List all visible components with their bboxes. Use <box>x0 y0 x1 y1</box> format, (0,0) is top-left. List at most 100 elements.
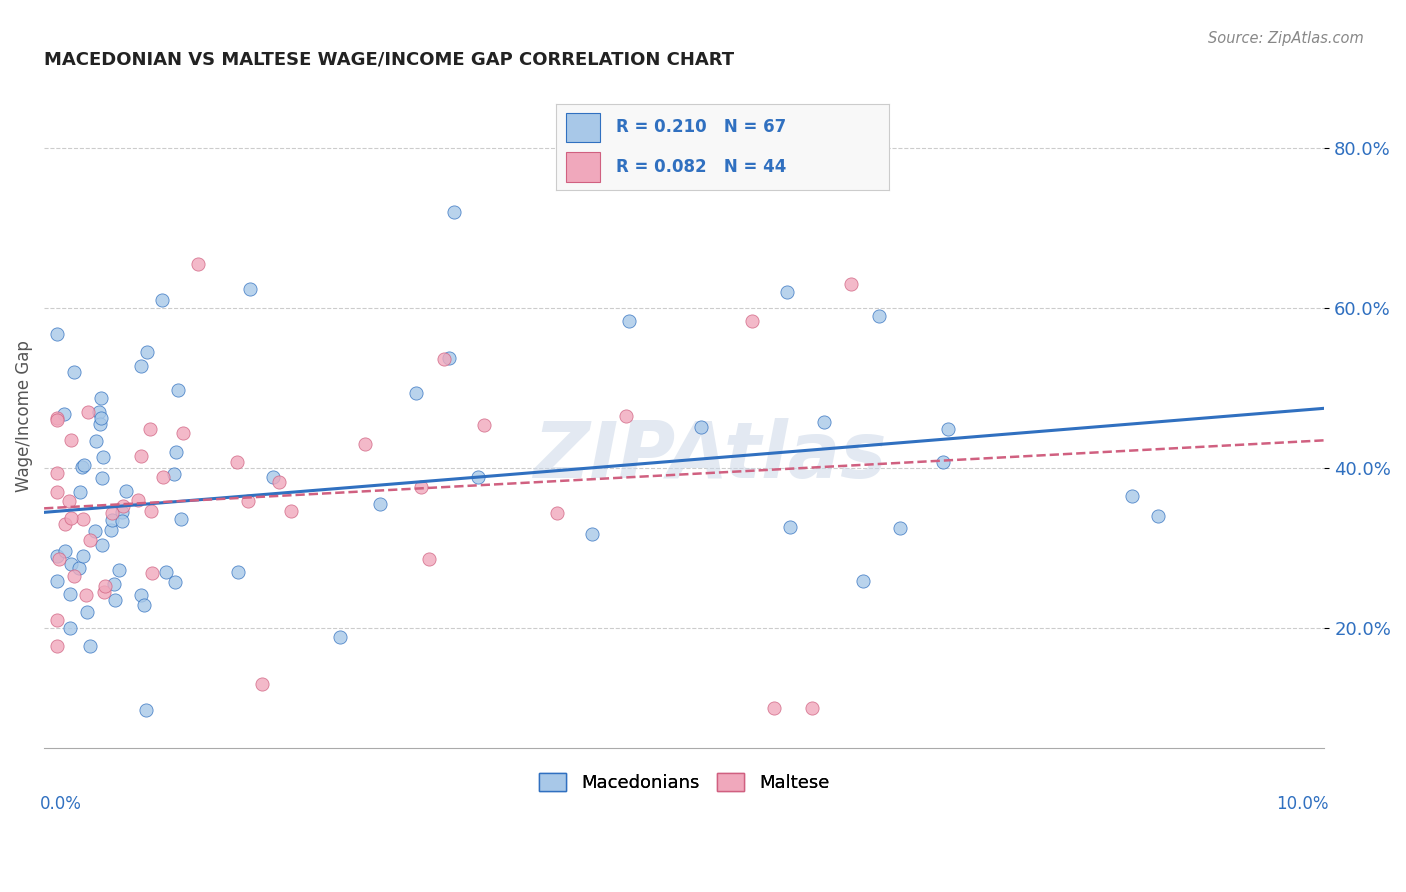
Point <box>801 701 824 715</box>
Point <box>619 314 641 328</box>
Point <box>139 504 162 518</box>
Point <box>45 484 67 499</box>
Point <box>776 285 799 300</box>
Point <box>129 359 152 373</box>
Point <box>45 466 67 480</box>
Text: MACEDONIAN VS MALTESE WAGE/INCOME GAP CORRELATION CHART: MACEDONIAN VS MALTESE WAGE/INCOME GAP CO… <box>44 51 734 69</box>
Point <box>53 517 76 532</box>
Point <box>60 511 83 525</box>
Point <box>87 405 110 419</box>
Point <box>115 483 138 498</box>
Point <box>1147 509 1170 524</box>
Point <box>59 557 82 571</box>
Point <box>59 587 82 601</box>
Point <box>89 417 111 432</box>
Point <box>111 514 134 528</box>
Point <box>45 327 67 342</box>
Point <box>150 293 173 308</box>
Point <box>131 588 153 602</box>
Point <box>170 511 193 525</box>
Point <box>45 410 67 425</box>
Point <box>72 549 94 564</box>
Point <box>69 485 91 500</box>
Point <box>152 470 174 484</box>
Text: 10.0%: 10.0% <box>1275 795 1329 813</box>
Point <box>90 410 112 425</box>
Point <box>76 405 98 419</box>
Point <box>546 506 568 520</box>
Text: ZIPAtlas: ZIPAtlas <box>533 418 887 494</box>
Point <box>889 521 911 535</box>
Point <box>59 433 82 447</box>
Point <box>418 551 440 566</box>
Point <box>101 507 124 521</box>
Point <box>48 551 70 566</box>
Point <box>852 574 875 589</box>
Point <box>103 577 125 591</box>
Point <box>93 584 115 599</box>
Point <box>45 639 67 653</box>
Point <box>141 566 163 581</box>
Point <box>90 538 112 552</box>
Point <box>236 494 259 508</box>
Point <box>839 277 862 292</box>
Point <box>45 549 67 563</box>
Point <box>614 409 637 424</box>
Point <box>58 493 80 508</box>
Point <box>741 314 763 328</box>
Point <box>813 415 835 429</box>
Point <box>165 575 187 590</box>
Y-axis label: Wage/Income Gap: Wage/Income Gap <box>15 341 32 492</box>
Point <box>689 419 711 434</box>
Point <box>762 701 785 715</box>
Point <box>936 422 959 436</box>
Point <box>405 385 427 400</box>
Point <box>76 606 98 620</box>
Point <box>269 475 291 489</box>
Point <box>112 499 135 513</box>
Point <box>45 413 67 427</box>
Point <box>104 593 127 607</box>
Point <box>84 524 107 538</box>
Point <box>63 569 86 583</box>
Point <box>62 365 84 379</box>
Point <box>75 588 97 602</box>
Text: Source: ZipAtlas.com: Source: ZipAtlas.com <box>1208 31 1364 46</box>
Point <box>53 544 76 558</box>
Point <box>186 257 208 271</box>
Point <box>84 434 107 449</box>
Point <box>329 630 352 644</box>
Point <box>165 445 187 459</box>
Point <box>226 565 249 579</box>
Point <box>437 351 460 365</box>
Point <box>134 598 156 612</box>
Point <box>409 480 432 494</box>
Point <box>368 497 391 511</box>
Point <box>163 467 186 482</box>
Point <box>45 574 67 589</box>
Point <box>93 579 115 593</box>
Point <box>226 455 249 469</box>
Point <box>353 437 375 451</box>
Point <box>136 344 159 359</box>
Point <box>91 471 114 485</box>
Point <box>443 205 465 219</box>
Point <box>239 282 262 296</box>
Point <box>79 639 101 653</box>
Point <box>467 469 489 483</box>
Point <box>67 561 90 575</box>
Point <box>262 470 284 484</box>
Point <box>45 613 67 627</box>
Point <box>868 309 890 323</box>
Text: 0.0%: 0.0% <box>41 795 82 813</box>
Point <box>135 703 157 717</box>
Point <box>72 512 94 526</box>
Point <box>1121 489 1143 503</box>
Point <box>433 351 456 366</box>
Point <box>581 526 603 541</box>
Point <box>779 520 801 534</box>
Point <box>155 566 177 580</box>
Point <box>111 505 134 519</box>
Point <box>932 455 955 469</box>
Point <box>280 504 302 518</box>
